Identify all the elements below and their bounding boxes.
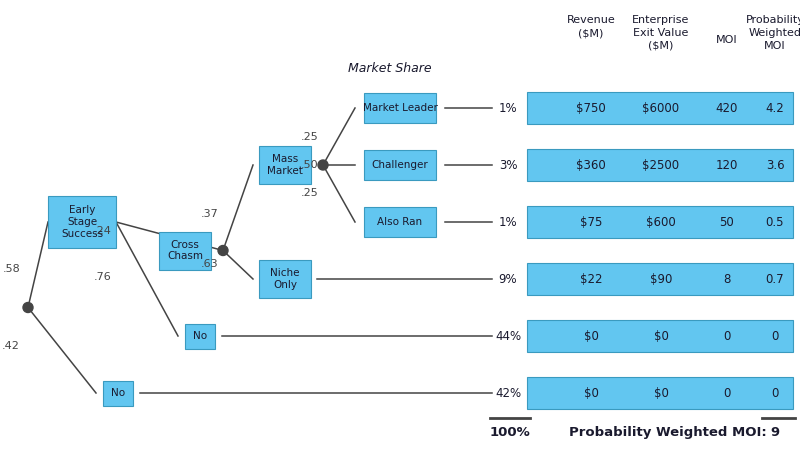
Text: Niche
Only: Niche Only	[270, 268, 300, 290]
Circle shape	[218, 246, 228, 255]
Text: Market Leader: Market Leader	[362, 103, 438, 113]
Text: No: No	[111, 388, 125, 398]
FancyBboxPatch shape	[259, 146, 311, 184]
FancyBboxPatch shape	[527, 377, 793, 409]
Text: Early
Stage
Success: Early Stage Success	[61, 206, 103, 239]
Text: 8: 8	[723, 272, 730, 286]
Text: 1%: 1%	[498, 215, 518, 228]
Text: 0: 0	[723, 386, 730, 399]
Text: $22: $22	[580, 272, 602, 286]
Text: MOI: MOI	[764, 41, 786, 51]
FancyBboxPatch shape	[527, 263, 793, 295]
Text: Mass
Market: Mass Market	[267, 154, 303, 176]
Text: Revenue: Revenue	[566, 15, 615, 25]
Text: $6000: $6000	[642, 101, 679, 114]
Text: .25: .25	[300, 133, 318, 142]
Text: 9%: 9%	[498, 272, 518, 286]
Text: 3%: 3%	[498, 159, 518, 172]
Text: .58: .58	[2, 264, 20, 274]
Text: 0: 0	[771, 330, 778, 343]
Text: Also Ran: Also Ran	[378, 217, 422, 227]
Text: Weighted: Weighted	[749, 28, 800, 38]
Text: 100%: 100%	[490, 425, 530, 438]
Text: $90: $90	[650, 272, 672, 286]
Text: 0.5: 0.5	[766, 215, 784, 228]
Text: $0: $0	[654, 386, 669, 399]
FancyBboxPatch shape	[527, 149, 793, 181]
Text: ($M): ($M)	[648, 41, 674, 51]
FancyBboxPatch shape	[259, 260, 311, 298]
Text: 9: 9	[770, 425, 779, 438]
Text: $75: $75	[580, 215, 602, 228]
FancyBboxPatch shape	[48, 196, 116, 248]
Text: $0: $0	[583, 330, 598, 343]
Text: MOI: MOI	[716, 35, 738, 45]
Text: ($M): ($M)	[578, 28, 604, 38]
Circle shape	[318, 160, 328, 170]
Text: $0: $0	[583, 386, 598, 399]
Text: 44%: 44%	[495, 330, 521, 343]
Text: Exit Value: Exit Value	[634, 28, 689, 38]
Text: 0: 0	[771, 386, 778, 399]
Text: 50: 50	[720, 215, 734, 228]
Text: $2500: $2500	[642, 159, 679, 172]
FancyBboxPatch shape	[364, 207, 436, 237]
Text: .50: .50	[300, 160, 318, 170]
Text: Challenger: Challenger	[372, 160, 428, 170]
FancyBboxPatch shape	[185, 324, 215, 348]
Text: 0: 0	[723, 330, 730, 343]
Text: .25: .25	[300, 188, 318, 198]
Text: 42%: 42%	[495, 386, 521, 399]
FancyBboxPatch shape	[103, 380, 133, 405]
Text: 4.2: 4.2	[766, 101, 784, 114]
Text: $360: $360	[576, 159, 606, 172]
FancyBboxPatch shape	[527, 206, 793, 238]
FancyBboxPatch shape	[364, 150, 436, 180]
Text: .76: .76	[94, 272, 112, 282]
Text: .63: .63	[200, 259, 218, 269]
FancyBboxPatch shape	[159, 232, 211, 270]
Text: Probability: Probability	[746, 15, 800, 25]
Text: $600: $600	[646, 215, 676, 228]
Text: Market Share: Market Share	[348, 61, 432, 74]
Text: .42: .42	[2, 341, 20, 351]
Text: Cross
Chasm: Cross Chasm	[167, 239, 203, 261]
Text: .37: .37	[200, 209, 218, 219]
Text: 0.7: 0.7	[766, 272, 784, 286]
Text: .24: .24	[94, 226, 112, 236]
Circle shape	[23, 303, 33, 312]
Text: 3.6: 3.6	[766, 159, 784, 172]
FancyBboxPatch shape	[364, 93, 436, 123]
Text: $750: $750	[576, 101, 606, 114]
FancyBboxPatch shape	[527, 92, 793, 124]
Text: 120: 120	[716, 159, 738, 172]
Text: Enterprise: Enterprise	[632, 15, 690, 25]
Text: 1%: 1%	[498, 101, 518, 114]
Text: 420: 420	[716, 101, 738, 114]
Text: No: No	[193, 331, 207, 341]
FancyBboxPatch shape	[527, 320, 793, 352]
Text: $0: $0	[654, 330, 669, 343]
Text: Probability Weighted MOI:: Probability Weighted MOI:	[569, 425, 767, 438]
